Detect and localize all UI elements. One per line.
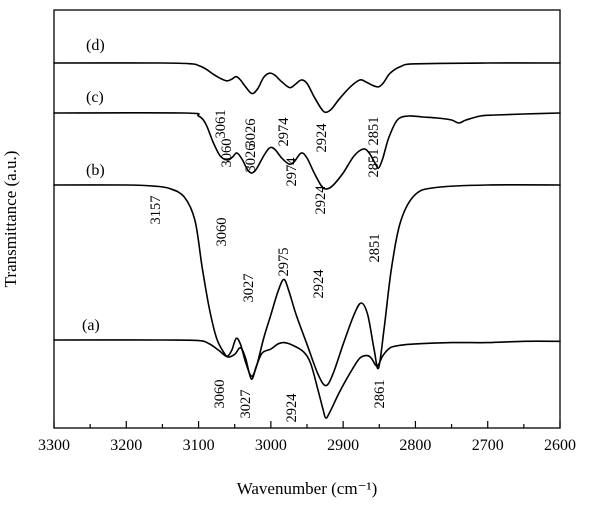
trace-label-d: (d) [86, 37, 105, 54]
peak-label-b-3060: 3060 [214, 218, 230, 247]
x-tick-label-2900: 2900 [327, 437, 359, 454]
x-tick-label-3300: 3300 [38, 437, 70, 454]
x-tick-label-2600: 2600 [544, 437, 576, 454]
spectrum-line-d [53, 62, 561, 114]
peak-label-c-2974: 2974 [284, 157, 300, 187]
trace-labels: (a) (b) (c) (d) [82, 37, 105, 334]
spectrum-line-b [53, 184, 561, 387]
peak-label-d-2851: 2851 [366, 117, 382, 146]
peak-label-b-3157: 3157 [148, 196, 164, 225]
peak-label-c-2924: 2924 [313, 185, 329, 215]
trace-label-b: (b) [86, 162, 105, 179]
peak-label-a-2861: 2861 [372, 380, 388, 409]
peak-label-a-3060: 3060 [212, 380, 228, 409]
peak-label-b-2851: 2851 [367, 234, 383, 263]
peak-label-d-2924: 2924 [314, 123, 330, 153]
peak-label-b-3027: 3027 [241, 274, 257, 303]
peak-label-a-3027: 3027 [238, 390, 254, 419]
peak-label-a-2924: 2924 [284, 393, 300, 423]
x-tick-label-3000: 3000 [255, 437, 287, 454]
trace-label-c: (c) [86, 89, 104, 106]
x-axis-label: Wavenumber (cm⁻¹) [237, 479, 378, 498]
spectrum-traces [53, 62, 561, 419]
y-axis-label: Transmittance (a.u.) [1, 151, 20, 288]
x-tick-label-3100: 3100 [183, 437, 215, 454]
spectrum-line-a [53, 339, 561, 419]
plot-frame [53, 9, 561, 429]
x-tick-label-2700: 2700 [472, 437, 504, 454]
peak-label-d-2974: 2974 [276, 117, 292, 147]
x-tick-label-3200: 3200 [110, 437, 142, 454]
peak-label-c-2851: 2851 [366, 149, 382, 178]
x-axis-ticks: 3300 3200 3100 3000 2900 2800 2700 2600 [38, 421, 576, 454]
peak-label-c-3026: 3026 [243, 144, 259, 173]
peak-label-d-3061: 3061 [213, 110, 229, 139]
peak-label-b-2975: 2975 [276, 248, 292, 277]
spectrum-line-c [53, 111, 561, 190]
peak-labels: 3060 3027 2924 2861 3157 3060 3027 2975 2924 2851… [148, 110, 388, 423]
trace-label-a: (a) [82, 317, 100, 334]
peak-label-d-3026: 3026 [243, 119, 259, 148]
peak-label-b-2924: 2924 [311, 269, 327, 299]
x-tick-label-2800: 2800 [399, 437, 431, 454]
peak-label-c-3060: 3060 [219, 139, 235, 168]
